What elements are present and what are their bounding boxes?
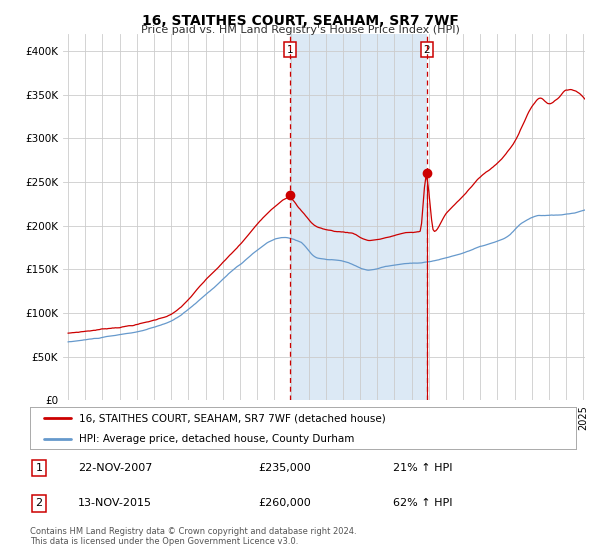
Text: 1: 1	[286, 45, 293, 55]
Text: 21% ↑ HPI: 21% ↑ HPI	[393, 463, 452, 473]
Text: 1: 1	[35, 463, 43, 473]
Text: Contains HM Land Registry data © Crown copyright and database right 2024.
This d: Contains HM Land Registry data © Crown c…	[30, 526, 356, 546]
Text: HPI: Average price, detached house, County Durham: HPI: Average price, detached house, Coun…	[79, 433, 355, 444]
Text: 2: 2	[35, 498, 43, 508]
Text: 22-NOV-2007: 22-NOV-2007	[78, 463, 152, 473]
Text: 16, STAITHES COURT, SEAHAM, SR7 7WF: 16, STAITHES COURT, SEAHAM, SR7 7WF	[142, 14, 458, 28]
Text: £235,000: £235,000	[258, 463, 311, 473]
Text: 62% ↑ HPI: 62% ↑ HPI	[393, 498, 452, 508]
Text: Price paid vs. HM Land Registry's House Price Index (HPI): Price paid vs. HM Land Registry's House …	[140, 25, 460, 35]
Bar	[290, 34, 427, 400]
Text: 2: 2	[424, 45, 430, 55]
Text: 13-NOV-2015: 13-NOV-2015	[78, 498, 152, 508]
Text: £260,000: £260,000	[258, 498, 311, 508]
Text: 16, STAITHES COURT, SEAHAM, SR7 7WF (detached house): 16, STAITHES COURT, SEAHAM, SR7 7WF (det…	[79, 413, 386, 423]
